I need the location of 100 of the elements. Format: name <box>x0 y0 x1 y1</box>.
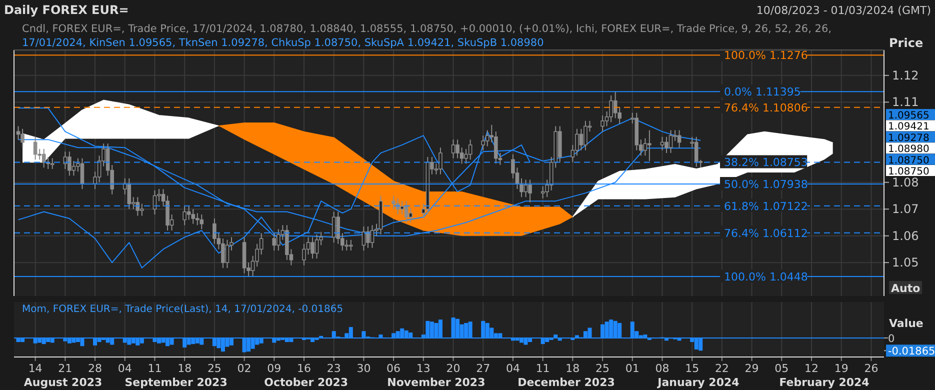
candlestick <box>668 130 673 154</box>
candlestick <box>314 234 319 260</box>
chart-subtitle: 10/08/2023 - 01/03/2024 (GMT) <box>756 4 931 17</box>
candlestick <box>50 158 54 170</box>
text: 1.09278 <box>888 132 930 144</box>
text: 1.09565 <box>888 110 930 122</box>
candlestick <box>524 179 528 198</box>
candlestick <box>404 200 408 223</box>
candlestick <box>520 178 524 198</box>
x-tick-label: 16 <box>297 362 311 375</box>
x-tick-label: 20 <box>446 362 460 375</box>
candlestick <box>336 211 340 244</box>
x-tick-label: 05 <box>774 362 789 375</box>
x-tick-label: 26 <box>864 362 878 375</box>
candlestick <box>464 148 468 164</box>
x-tick-label: 06 <box>386 362 401 375</box>
candlestick <box>272 232 276 252</box>
x-tick-label: 08 <box>655 362 670 375</box>
candlestick <box>575 128 579 156</box>
ref-line-label: 50.0% 1.07938 <box>724 178 808 192</box>
candlestick <box>191 208 196 224</box>
candlestick <box>600 115 604 132</box>
x-tick-label: 27 <box>476 362 490 375</box>
x-tick-label: 09 <box>267 362 282 375</box>
x-tick-label: 02 <box>237 362 252 375</box>
text: 1.09421 <box>888 122 930 133</box>
candlestick <box>664 136 668 154</box>
ref-line-label: 76.4% 1.06112 <box>724 226 808 240</box>
candlestick <box>609 94 613 123</box>
y-axis-title: Price <box>889 36 924 50</box>
text: January 2024 <box>656 376 740 389</box>
text: 1.08750 <box>888 166 930 178</box>
text: 17/01/2024, KinSen 1.09565, TknSen 1.09278, ChkuSp 1.08750, SkuSpA 1.09421, SkuSpB 1.08980 <box>22 37 544 49</box>
candlestick <box>468 139 472 160</box>
candlestick <box>408 207 413 223</box>
candlestick <box>80 158 84 190</box>
x-tick-label: 19 <box>834 362 848 375</box>
candlestick <box>33 136 38 160</box>
text: October 2023 <box>264 376 348 389</box>
candlestick <box>16 126 20 140</box>
candlestick <box>42 148 46 168</box>
candlestick <box>200 214 204 230</box>
y-tick-label: 1.11 <box>892 95 919 110</box>
y-tick-label: 1.12 <box>892 68 919 82</box>
y-tick-label: 1.08 <box>892 175 919 190</box>
x-tick-label: 30 <box>356 362 371 375</box>
x-tick-label: 23 <box>326 362 341 375</box>
x-tick-label: 18 <box>566 362 580 375</box>
candlestick <box>370 224 374 248</box>
x-tick-label: 25 <box>596 362 610 375</box>
candlestick <box>451 139 456 159</box>
candlestick <box>127 178 132 210</box>
x-tick-label: 21 <box>58 362 72 375</box>
x-tick-label: 11 <box>536 362 550 375</box>
x-tick-label: 11 <box>148 362 162 375</box>
ref-line-label: 100.0% 1.1276 <box>724 49 808 62</box>
candlestick <box>195 212 200 226</box>
candlestick <box>140 203 144 216</box>
candlestick <box>302 243 306 266</box>
ref-line-label: 100.0% 1.0448 <box>724 270 808 284</box>
candlestick <box>438 147 442 175</box>
candlestick <box>584 120 588 151</box>
candlestick <box>186 206 191 220</box>
ref-line-label: 0.0% 1.11395 <box>724 86 801 99</box>
candlestick <box>540 186 545 199</box>
candlestick <box>660 136 664 151</box>
x-tick-label: 13 <box>416 362 430 375</box>
text: 1.08980 <box>888 144 930 156</box>
ref-line-label: 38.2% 1.08753 <box>724 156 808 170</box>
candlestick <box>366 226 370 248</box>
candlestick <box>332 211 336 244</box>
candlestick <box>481 135 486 151</box>
y-tick-label: 1.07 <box>892 202 919 216</box>
x-tick-label: 04 <box>118 362 132 375</box>
candlestick <box>456 139 460 159</box>
x-tick-label: 25 <box>207 362 222 375</box>
x-tick-label: 01 <box>625 362 640 375</box>
x-tick-label: 18 <box>178 362 192 375</box>
x-tick-label: 04 <box>506 362 520 375</box>
candlestick <box>579 128 584 151</box>
text: February 2024 <box>779 376 870 389</box>
y-tick-label: -0.01865 <box>888 346 935 358</box>
candlestick <box>460 147 464 164</box>
candlestick <box>392 195 396 210</box>
annotation: Mom, FOREX EUR=, Trade Price(Last), 14, 17/01/2024, -0.01865 <box>22 304 344 315</box>
x-tick-label: 28 <box>88 362 102 375</box>
candlestick <box>643 138 648 156</box>
x-tick-label: 15 <box>685 362 700 375</box>
ref-line-label: 61.8% 1.07122 <box>724 200 808 213</box>
candlestick <box>225 239 230 268</box>
chart-title: Daily FOREX EUR= <box>4 3 129 17</box>
text: Cndl, FOREX EUR=, Trade Price, 17/01/2024, 1.08780, 1.08840, 1.08555, 1.08750, +0.00010, (+0.01%), Ichi, FOREX EUR=, Trade Price, 9, 26, 52, 26, 26, <box>22 23 832 35</box>
candlestick <box>68 151 72 176</box>
candlestick <box>677 130 682 148</box>
text: November 2023 <box>387 376 486 389</box>
y-tick-label: 1.05 <box>892 256 919 270</box>
x-tick-label: 29 <box>744 362 759 375</box>
text: Auto <box>891 282 921 295</box>
x-tick-label: 22 <box>714 362 729 375</box>
text: 1.08750 <box>888 155 930 166</box>
